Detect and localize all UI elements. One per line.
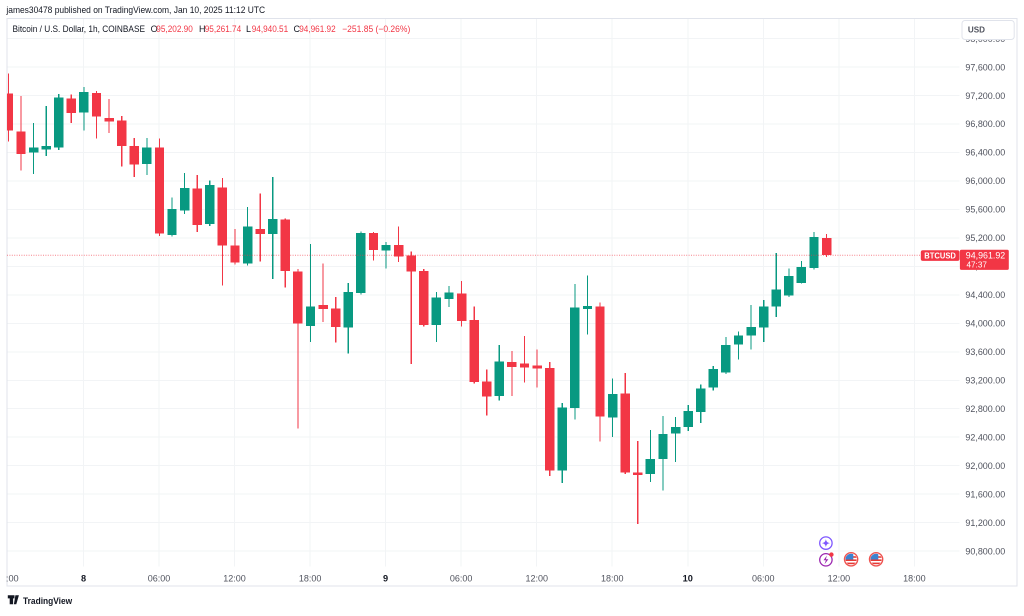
- svg-text:−251.85 (−0.26%): −251.85 (−0.26%): [342, 24, 410, 34]
- svg-text:12:00: 12:00: [223, 574, 246, 584]
- svg-text:97,200.00: 97,200.00: [965, 91, 1005, 101]
- svg-text:93,600.00: 93,600.00: [965, 347, 1005, 357]
- svg-text:10: 10: [683, 574, 693, 584]
- svg-text:91,200.00: 91,200.00: [965, 518, 1005, 528]
- svg-text:L: L: [246, 24, 251, 34]
- svg-text:92,800.00: 92,800.00: [965, 404, 1005, 414]
- svg-text:96,400.00: 96,400.00: [965, 148, 1005, 158]
- svg-text:18:00: 18:00: [299, 574, 322, 584]
- svg-text:90,800.00: 90,800.00: [965, 546, 1005, 556]
- svg-text:95,200.00: 95,200.00: [965, 233, 1005, 243]
- svg-text:O: O: [151, 24, 158, 34]
- svg-text:96,000.00: 96,000.00: [965, 176, 1005, 186]
- svg-text:USD: USD: [968, 25, 985, 35]
- svg-text:06:00: 06:00: [148, 574, 171, 584]
- svg-text:91,600.00: 91,600.00: [965, 490, 1005, 500]
- svg-text:9: 9: [383, 574, 388, 584]
- svg-text:8: 8: [81, 574, 86, 584]
- svg-text:94,940.51: 94,940.51: [252, 24, 289, 34]
- svg-text:BTCUSD: BTCUSD: [924, 251, 956, 260]
- svg-text:C: C: [294, 24, 301, 34]
- svg-text:06:00: 06:00: [450, 574, 473, 584]
- svg-text:12:00: 12:00: [828, 574, 851, 584]
- svg-text:97,600.00: 97,600.00: [965, 62, 1005, 72]
- svg-text:95,202.90: 95,202.90: [156, 24, 193, 34]
- svg-text:92,400.00: 92,400.00: [965, 433, 1005, 443]
- svg-text:18:00: 18:00: [903, 574, 926, 584]
- svg-text::00: :00: [6, 574, 19, 584]
- svg-text:12:00: 12:00: [526, 574, 549, 584]
- svg-text:H: H: [199, 24, 206, 34]
- svg-text:96,800.00: 96,800.00: [965, 119, 1005, 129]
- svg-text:94,961.92: 94,961.92: [966, 251, 1005, 261]
- svg-text:94,400.00: 94,400.00: [965, 290, 1005, 300]
- svg-text:47:37: 47:37: [967, 260, 988, 269]
- svg-text:james30478 published on Tradin: james30478 published on TradingView.com,…: [5, 5, 265, 15]
- svg-text:Bitcoin / U.S. Dollar, 1h, COI: Bitcoin / U.S. Dollar, 1h, COINBASE: [13, 24, 146, 34]
- svg-text:06:00: 06:00: [752, 574, 775, 584]
- svg-text:95,600.00: 95,600.00: [965, 205, 1005, 215]
- svg-text:94,000.00: 94,000.00: [965, 319, 1005, 329]
- svg-text:TradingView: TradingView: [23, 596, 73, 607]
- svg-text:95,261.74: 95,261.74: [205, 24, 242, 34]
- svg-text:92,000.00: 92,000.00: [965, 461, 1005, 471]
- svg-text:93,200.00: 93,200.00: [965, 376, 1005, 386]
- svg-text:18:00: 18:00: [601, 574, 624, 584]
- svg-text:94,961.92: 94,961.92: [299, 24, 336, 34]
